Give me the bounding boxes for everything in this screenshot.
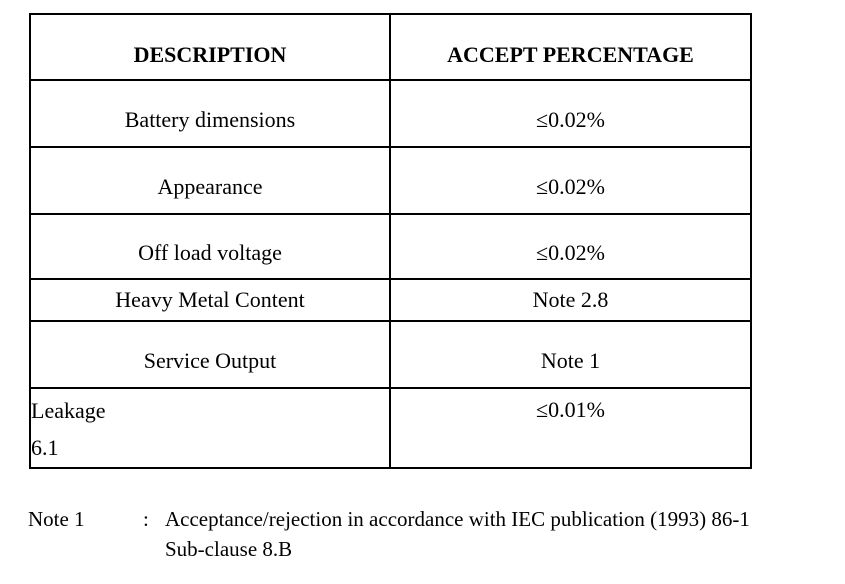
row-leakage-accept: ≤0.01% bbox=[536, 397, 605, 422]
row-off-load-voltage-accept: ≤0.02% bbox=[391, 215, 750, 280]
row-heavy-metal-content-description: Heavy Metal Content bbox=[31, 280, 391, 322]
col-header-accept-percentage: ACCEPT PERCENTAGE bbox=[391, 15, 750, 81]
spec-table: DESCRIPTION ACCEPT PERCENTAGE Battery di… bbox=[29, 13, 752, 469]
row-service-output-description: Service Output bbox=[31, 322, 391, 389]
row-heavy-metal-content-accept: Note 2.8 bbox=[391, 280, 750, 322]
footnote-line-1: Acceptance/rejection in accordance with … bbox=[165, 507, 750, 531]
footnote-line-2: Sub-clause 8.B bbox=[165, 537, 293, 561]
col-header-description: DESCRIPTION bbox=[31, 15, 391, 81]
row-off-load-voltage-description: Off load voltage bbox=[31, 215, 391, 280]
footnote-note-1: Note 1 : Acceptance/rejection in accorda… bbox=[28, 504, 810, 564]
footnote-label: Note 1 bbox=[28, 507, 85, 531]
leakage-label: Leakage bbox=[31, 398, 106, 423]
row-battery-dimensions-description: Battery dimensions bbox=[31, 81, 391, 148]
row-appearance-description: Appearance bbox=[31, 148, 391, 215]
footnote-text: Acceptance/rejection in accordance with … bbox=[165, 504, 810, 564]
row-service-output-accept: Note 1 bbox=[391, 322, 750, 389]
row-appearance-accept: ≤0.02% bbox=[391, 148, 750, 215]
row-battery-dimensions-accept: ≤0.02% bbox=[391, 81, 750, 148]
leakage-sub-label: 6.1 bbox=[31, 435, 59, 460]
row-leakage-description: Leakage 6.1 bbox=[31, 389, 391, 467]
footnote-separator: : bbox=[143, 507, 149, 531]
